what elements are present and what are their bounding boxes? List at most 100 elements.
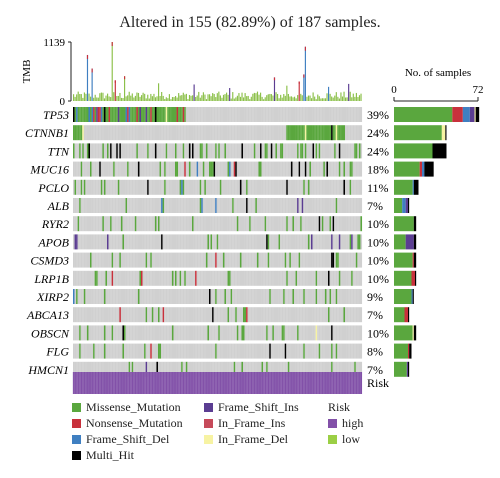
tmb-bar	[238, 93, 240, 101]
empty-cell	[219, 161, 222, 177]
empty-cell	[229, 143, 231, 159]
empty-cell	[226, 252, 228, 268]
empty-cell	[114, 143, 117, 159]
mutation-cell	[156, 107, 159, 122]
empty-cell	[280, 179, 282, 195]
empty-cell	[297, 307, 299, 323]
empty-cell	[283, 161, 285, 177]
empty-cell	[275, 107, 278, 122]
empty-cell	[107, 252, 109, 268]
tmb-bar	[300, 93, 302, 101]
empty-cell	[241, 179, 244, 195]
tmb-bar	[343, 91, 345, 101]
empty-cell	[107, 289, 109, 304]
empty-cell	[338, 179, 341, 195]
empty-cell	[284, 325, 287, 341]
empty-cell	[199, 325, 202, 341]
empty-cell	[141, 361, 143, 377]
empty-cell	[110, 161, 112, 177]
empty-cell	[80, 216, 83, 232]
empty-cell	[267, 216, 270, 232]
empty-cell	[222, 125, 225, 141]
empty-cell	[227, 325, 230, 341]
empty-cell	[134, 307, 137, 323]
empty-cell	[338, 325, 341, 341]
empty-cell	[209, 179, 211, 195]
empty-cell	[349, 289, 352, 304]
empty-cell	[241, 198, 244, 213]
empty-cell	[188, 252, 191, 268]
risk-cell	[216, 372, 219, 394]
empty-cell	[235, 270, 237, 286]
empty-cell	[337, 270, 339, 286]
empty-cell	[222, 216, 225, 232]
empty-cell	[213, 234, 216, 250]
mutation-cell	[209, 161, 211, 177]
empty-cell	[150, 289, 152, 304]
tmb-bar	[210, 96, 212, 101]
empty-cell	[281, 234, 284, 250]
empty-cell	[117, 198, 120, 213]
empty-cell	[94, 179, 97, 195]
empty-cell	[120, 198, 123, 213]
empty-cell	[120, 361, 123, 377]
mutation-cell	[142, 107, 145, 122]
mutation-cell	[331, 234, 333, 250]
empty-cell	[289, 307, 291, 323]
empty-cell	[170, 143, 172, 159]
empty-cell	[147, 234, 149, 250]
empty-cell	[244, 179, 247, 195]
tmb-bar	[222, 94, 225, 101]
empty-cell	[224, 234, 227, 250]
empty-cell	[286, 107, 288, 122]
empty-cell	[348, 216, 350, 232]
empty-cell	[125, 343, 128, 359]
empty-cell	[345, 270, 347, 286]
empty-cell	[142, 143, 145, 159]
empty-cell	[230, 179, 233, 195]
count-bar-segment	[412, 179, 414, 195]
tmb-bar	[241, 92, 243, 101]
mutation-cell	[349, 234, 352, 250]
empty-cell	[193, 343, 196, 359]
empty-cell	[261, 161, 264, 177]
empty-cell	[94, 252, 97, 268]
empty-cell	[204, 325, 206, 341]
empty-cell	[116, 161, 118, 177]
empty-cell	[320, 216, 322, 232]
empty-cell	[255, 107, 257, 122]
empty-cell	[193, 361, 196, 377]
empty-cell	[250, 198, 253, 213]
empty-cell	[298, 234, 301, 250]
empty-cell	[272, 179, 274, 195]
empty-cell	[213, 307, 216, 323]
empty-cell	[352, 307, 355, 323]
empty-cell	[105, 198, 108, 213]
mutation-cell	[141, 107, 143, 122]
empty-cell	[337, 161, 339, 177]
empty-cell	[221, 343, 223, 359]
mutation-cell	[100, 179, 103, 195]
empty-cell	[107, 216, 109, 232]
empty-cell	[86, 252, 89, 268]
empty-cell	[190, 270, 193, 286]
empty-cell	[119, 198, 121, 213]
risk-cell	[127, 372, 129, 394]
tmb-bar	[256, 91, 259, 101]
tmb-bar-top	[124, 76, 126, 80]
risk-cell	[227, 372, 230, 394]
tmb-bar	[351, 97, 353, 101]
risk-cell	[215, 372, 217, 394]
empty-cell	[96, 216, 98, 232]
empty-cell	[192, 270, 194, 286]
mutation-cell	[312, 125, 315, 141]
empty-cell	[267, 198, 270, 213]
empty-cell	[156, 234, 159, 250]
empty-cell	[260, 343, 262, 359]
empty-cell	[173, 307, 176, 323]
mutation-cell	[162, 107, 165, 122]
empty-cell	[346, 234, 349, 250]
risk-cell	[185, 372, 188, 394]
empty-cell	[304, 252, 307, 268]
empty-cell	[142, 198, 145, 213]
